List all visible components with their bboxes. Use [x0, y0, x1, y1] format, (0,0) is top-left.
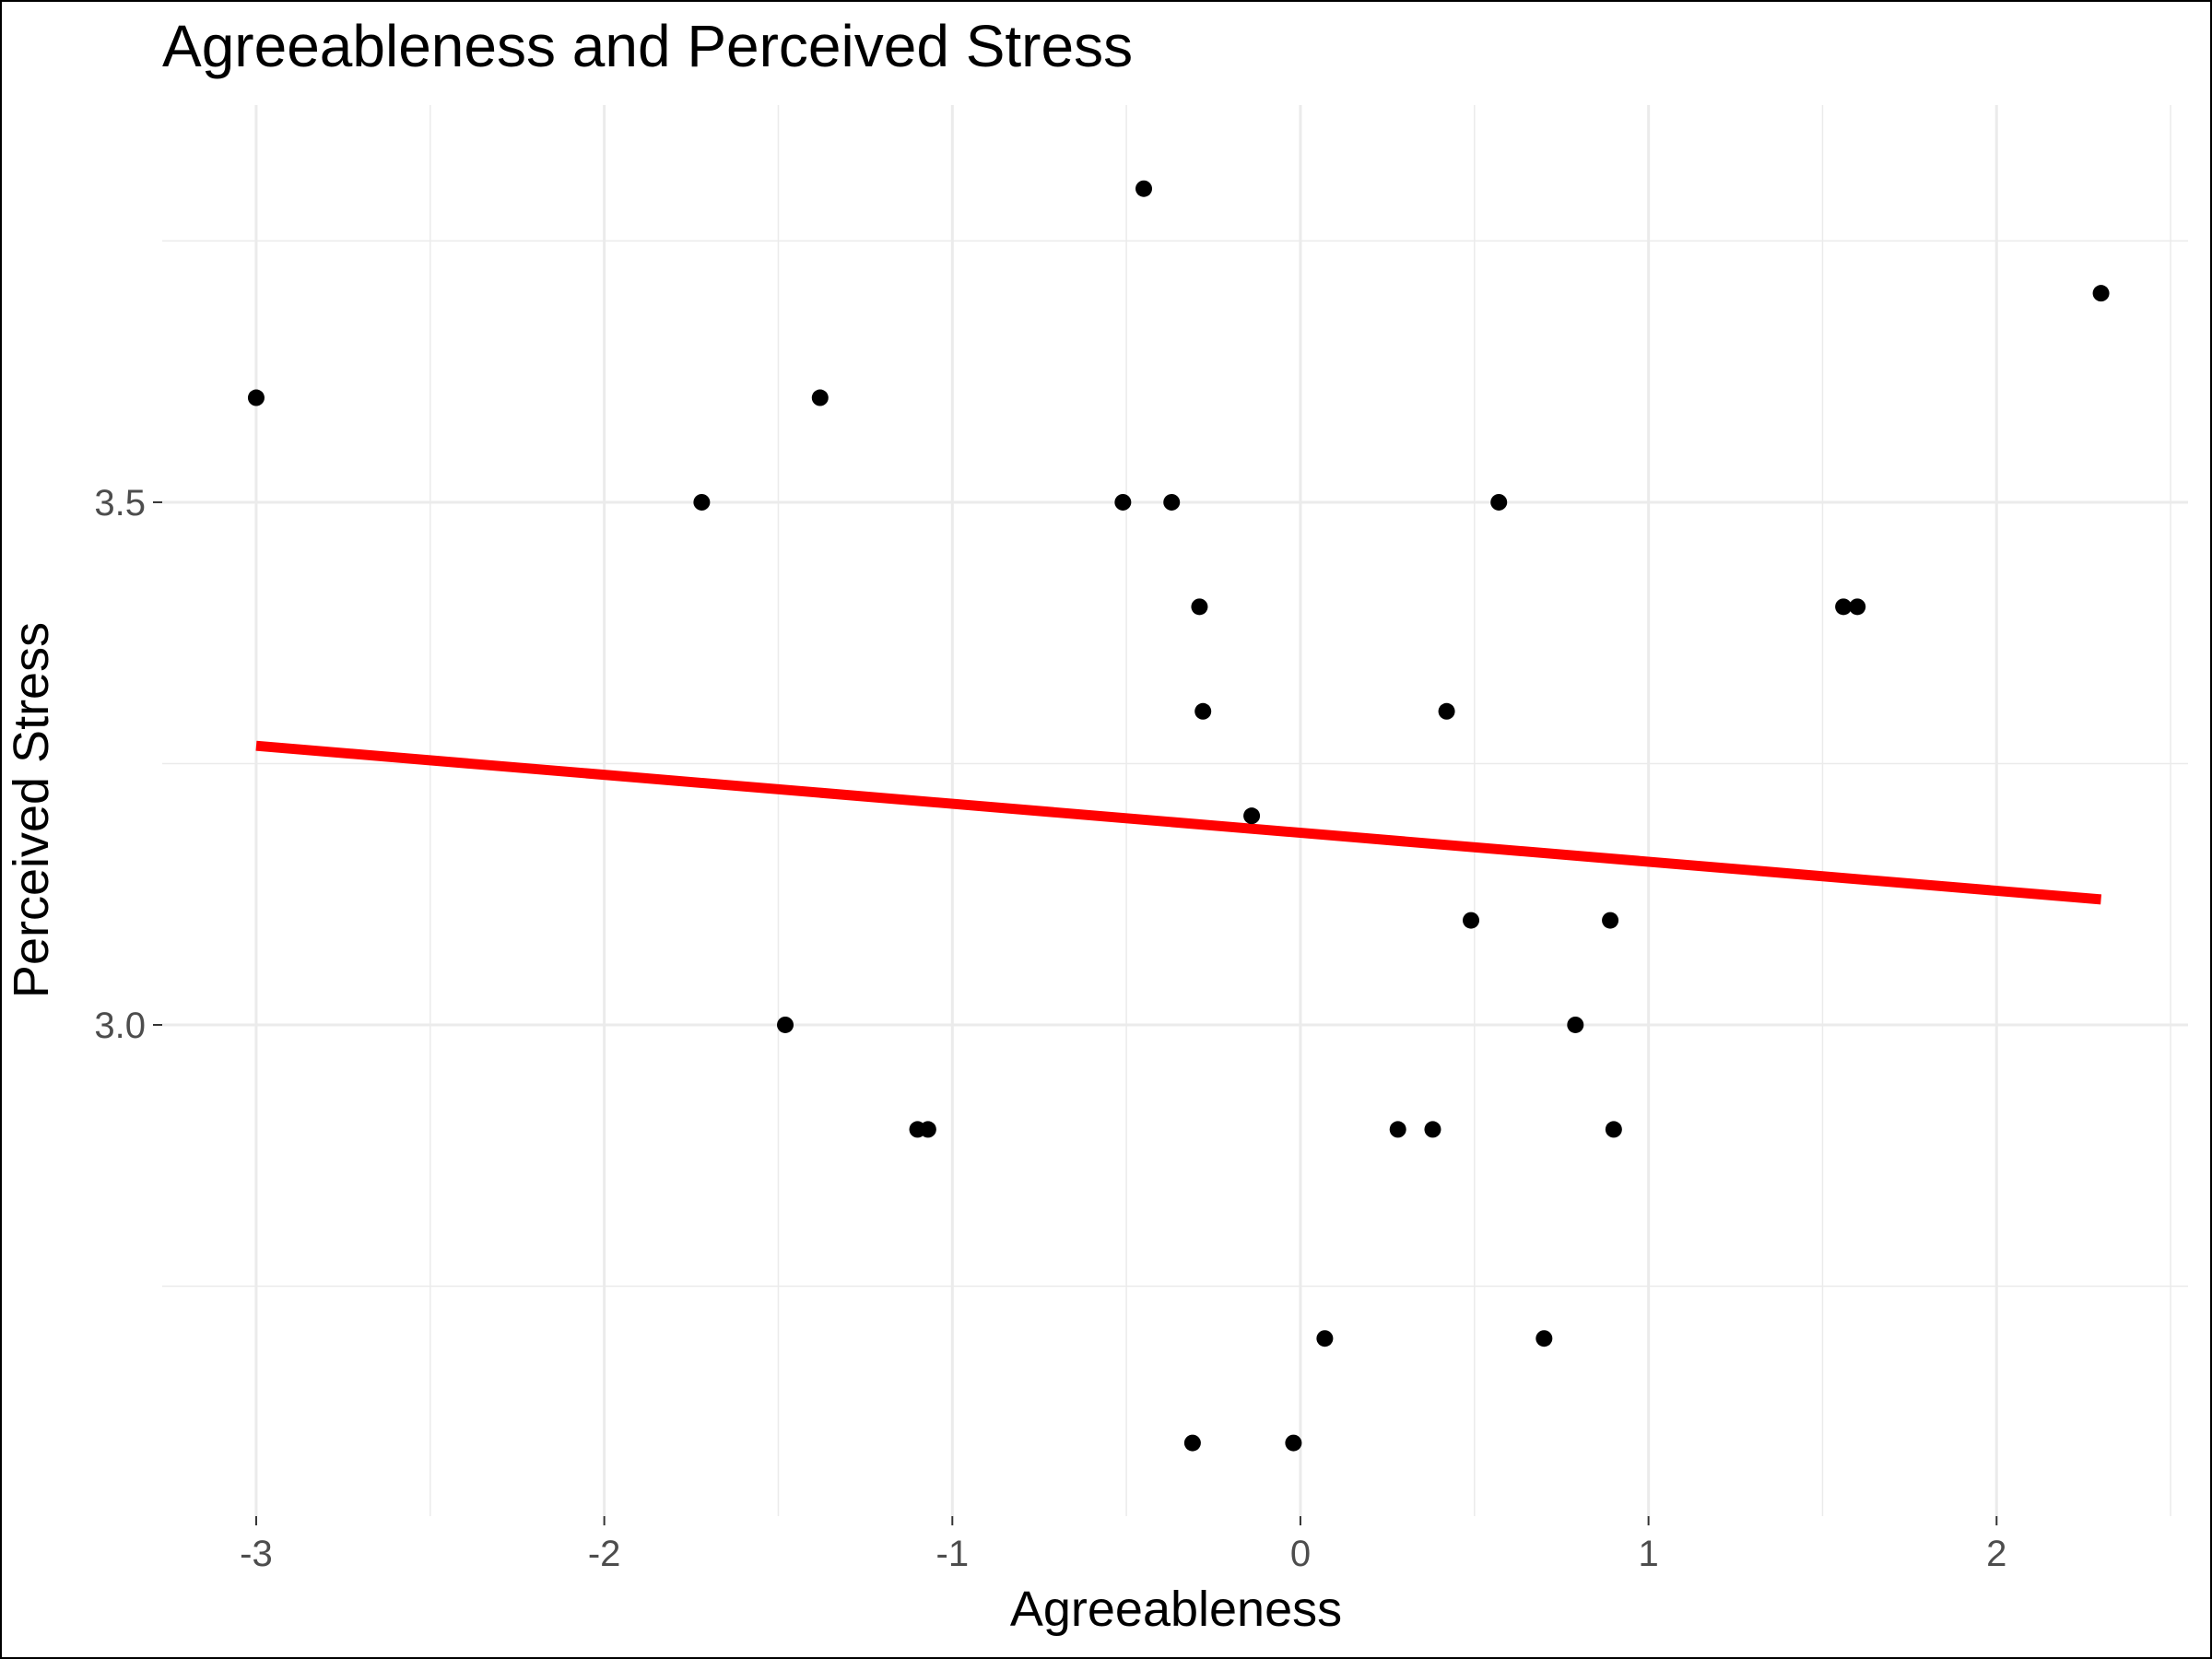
data-point	[1567, 1016, 1584, 1033]
chart-title: Agreeableness and Perceived Stress	[162, 13, 1133, 79]
data-point	[1835, 598, 1853, 616]
data-point	[1605, 1121, 1622, 1138]
x-tick-label: 1	[1638, 1534, 1658, 1574]
y-axis-title: Perceived Stress	[4, 622, 59, 998]
data-point	[1535, 1330, 1553, 1347]
x-tick-label: -3	[240, 1534, 273, 1574]
x-tick-label: 2	[1986, 1534, 2006, 1574]
minor-gridlines	[162, 105, 2188, 1516]
data-point	[1191, 598, 1208, 616]
x-tick-label: 0	[1290, 1534, 1311, 1574]
x-axis-ticks: -3 -2 -1 0 1 2	[240, 1516, 2006, 1574]
y-tick-label: 3.5	[94, 483, 146, 524]
major-gridlines	[162, 105, 2188, 1516]
data-point	[1243, 807, 1261, 825]
data-point	[1490, 493, 1508, 511]
data-point	[1285, 1434, 1302, 1452]
data-point	[1316, 1330, 1334, 1347]
x-tick-label: -2	[588, 1534, 621, 1574]
regression-line	[255, 740, 2102, 905]
data-point	[1194, 702, 1212, 720]
data-point	[693, 493, 711, 511]
data-point	[811, 389, 829, 406]
data-point	[1163, 493, 1181, 511]
data-point	[2092, 285, 2110, 302]
regression-line-group	[255, 740, 2102, 905]
x-tick-label: -1	[936, 1534, 970, 1574]
y-axis-ticks: 3.0 3.5	[94, 483, 162, 1046]
data-point	[777, 1016, 794, 1033]
data-point	[1183, 1434, 1201, 1452]
data-point	[1602, 912, 1619, 929]
data-point	[1463, 912, 1480, 929]
data-points	[247, 180, 2110, 1452]
data-point	[1114, 493, 1132, 511]
data-point	[1849, 598, 1866, 616]
data-point	[919, 1121, 936, 1138]
data-point	[1438, 702, 1455, 720]
data-point	[247, 389, 265, 406]
data-point	[1389, 1121, 1406, 1138]
y-tick-label: 3.0	[94, 1006, 146, 1046]
x-axis-title: Agreeableness	[1010, 1582, 1342, 1637]
data-point	[1135, 180, 1153, 197]
data-point	[1424, 1121, 1441, 1138]
